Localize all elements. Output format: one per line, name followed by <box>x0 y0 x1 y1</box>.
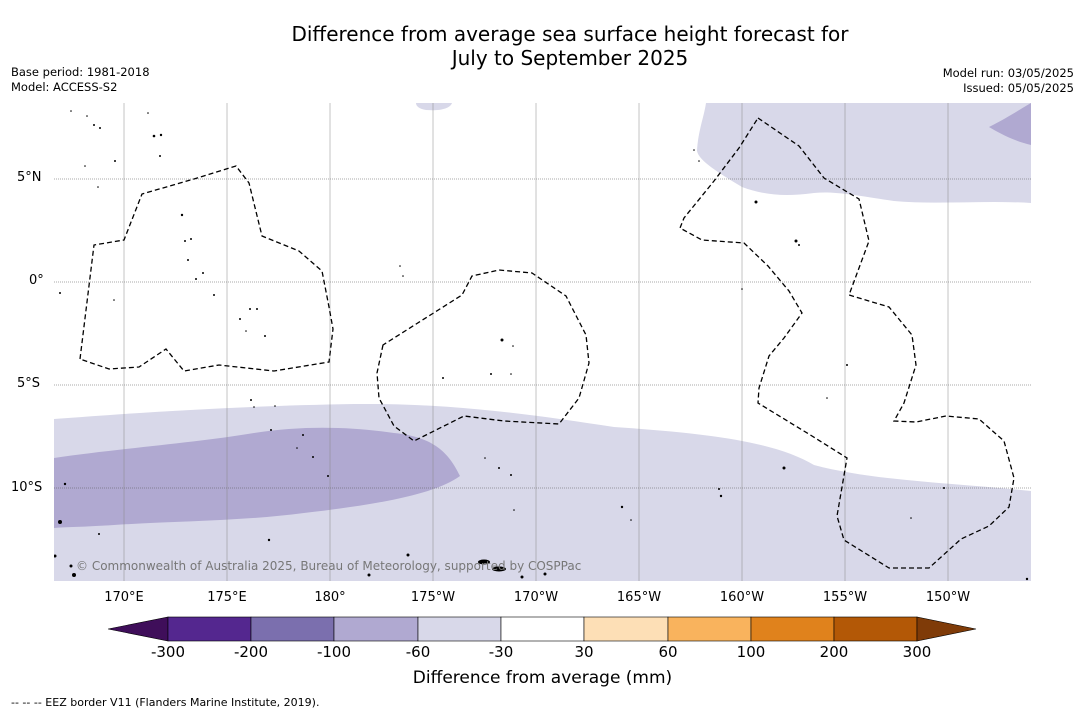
longitude-gridlines <box>123 103 949 581</box>
colorbar-segment-3 <box>333 616 419 642</box>
lon-label-155w: 155°W <box>822 590 868 605</box>
map-canvas <box>54 103 1031 581</box>
title-line-1: Difference from average sea surface heig… <box>291 22 849 46</box>
lon-label-170e: 170°E <box>104 590 144 605</box>
title-line-2: July to September 2025 <box>451 46 689 70</box>
base-info: Base period: 1981-2018 Model: ACCESS-S2 <box>11 65 150 95</box>
colorbar-tick: 60 <box>658 643 678 661</box>
anomaly-medium-northeast <box>989 103 1031 145</box>
map-title: Difference from average sea surface heig… <box>0 22 1085 70</box>
lon-label-175e: 175°E <box>207 590 247 605</box>
lon-label-165w: 165°W <box>616 590 662 605</box>
lon-label-170w: 170°W <box>513 590 559 605</box>
colorbar-segment-6 <box>583 616 669 642</box>
colorbar-tick: 200 <box>819 643 849 661</box>
colorbar-segment-8 <box>750 616 835 642</box>
colorbar-label: Difference from average (mm) <box>412 668 673 688</box>
latitude-gridlines <box>54 178 1031 489</box>
colorbar-segment-4 <box>417 616 502 642</box>
lat-label-5s: 5°S <box>17 376 41 391</box>
colorbar-tick: -100 <box>316 643 352 661</box>
colorbar-tick: 300 <box>902 643 932 661</box>
lat-label-0: 0° <box>29 273 44 288</box>
colorbar-segment-1 <box>167 616 252 642</box>
colorbar-tick: -60 <box>405 643 431 661</box>
colorbar-tick: -300 <box>150 643 186 661</box>
colorbar-tick: 30 <box>574 643 594 661</box>
anomaly-medium-southwest <box>54 427 460 528</box>
eez-border-line-islands <box>679 117 1015 569</box>
colorbar-segment-0 <box>108 616 169 642</box>
eez-borders <box>79 117 1015 569</box>
lon-label-175w: 175°W <box>410 590 456 605</box>
lat-label-10s: 10°S <box>11 480 43 495</box>
colorbar-tick: 100 <box>736 643 766 661</box>
run-info: Model run: 03/05/2025 Issued: 05/05/2025 <box>943 66 1074 96</box>
colorbar-tick: -200 <box>233 643 269 661</box>
colorbar-segment-2 <box>250 616 335 642</box>
islands <box>54 110 1029 581</box>
copyright-notice: © Commonwealth of Australia 2025, Bureau… <box>76 559 582 573</box>
anomaly-light-northeast <box>697 103 1031 203</box>
colorbar-segment-7 <box>667 616 752 642</box>
lat-label-5n: 5°N <box>17 170 42 185</box>
eez-border-phoenix <box>376 269 590 442</box>
issued-date: Issued: 05/05/2025 <box>963 81 1074 95</box>
eez-legend-note: -- -- -- EEZ border V11 (Flanders Marine… <box>11 696 320 709</box>
lon-label-160w: 160°W <box>719 590 765 605</box>
colorbar-segment-10 <box>916 616 977 642</box>
model-run: Model run: 03/05/2025 <box>942 66 1074 80</box>
colorbar <box>108 616 977 642</box>
colorbar-tick: -30 <box>488 643 514 661</box>
colorbar-segment-5 <box>500 616 585 642</box>
colorbar-segment-9 <box>833 616 918 642</box>
lon-label-150w: 150°W <box>925 590 971 605</box>
base-period: Base period: 1981-2018 <box>11 65 150 79</box>
eez-border-kiribati-gilbert <box>79 165 334 372</box>
lon-label-180: 180° <box>314 590 346 605</box>
anomaly-light-small <box>416 103 452 111</box>
map-plot <box>54 103 1031 581</box>
model-name: Model: ACCESS-S2 <box>11 80 118 94</box>
